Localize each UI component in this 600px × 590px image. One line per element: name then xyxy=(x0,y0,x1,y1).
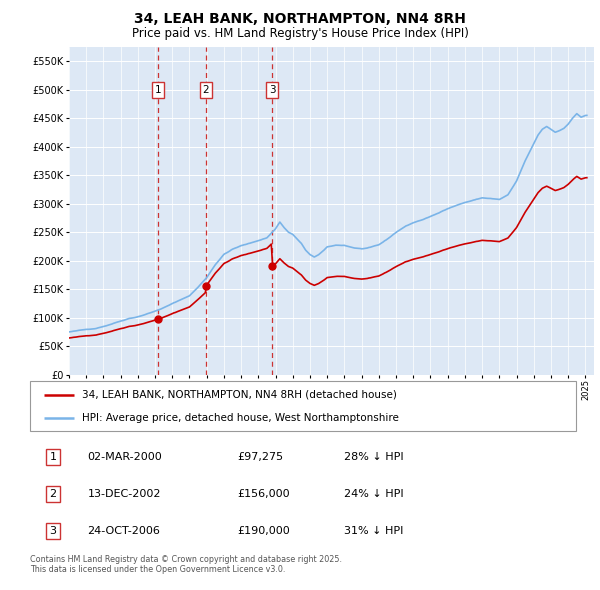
Text: 3: 3 xyxy=(269,85,275,95)
Text: HPI: Average price, detached house, West Northamptonshire: HPI: Average price, detached house, West… xyxy=(82,413,399,423)
Text: Price paid vs. HM Land Registry's House Price Index (HPI): Price paid vs. HM Land Registry's House … xyxy=(131,27,469,40)
FancyBboxPatch shape xyxy=(30,381,576,431)
Text: 13-DEC-2002: 13-DEC-2002 xyxy=(88,489,161,499)
Text: 1: 1 xyxy=(155,85,161,95)
Text: 24% ↓ HPI: 24% ↓ HPI xyxy=(344,489,404,499)
Text: 24-OCT-2006: 24-OCT-2006 xyxy=(88,526,160,536)
Text: Contains HM Land Registry data © Crown copyright and database right 2025.
This d: Contains HM Land Registry data © Crown c… xyxy=(30,555,342,574)
Text: 2: 2 xyxy=(203,85,209,95)
Text: £190,000: £190,000 xyxy=(238,526,290,536)
Text: 34, LEAH BANK, NORTHAMPTON, NN4 8RH (detached house): 34, LEAH BANK, NORTHAMPTON, NN4 8RH (det… xyxy=(82,389,397,399)
Text: 2: 2 xyxy=(49,489,56,499)
Text: 1: 1 xyxy=(49,453,56,463)
Text: £156,000: £156,000 xyxy=(238,489,290,499)
Text: 34, LEAH BANK, NORTHAMPTON, NN4 8RH: 34, LEAH BANK, NORTHAMPTON, NN4 8RH xyxy=(134,12,466,26)
Text: £97,275: £97,275 xyxy=(238,453,284,463)
Text: 31% ↓ HPI: 31% ↓ HPI xyxy=(344,526,403,536)
Text: 28% ↓ HPI: 28% ↓ HPI xyxy=(344,453,404,463)
Text: 3: 3 xyxy=(49,526,56,536)
Text: 02-MAR-2000: 02-MAR-2000 xyxy=(88,453,162,463)
